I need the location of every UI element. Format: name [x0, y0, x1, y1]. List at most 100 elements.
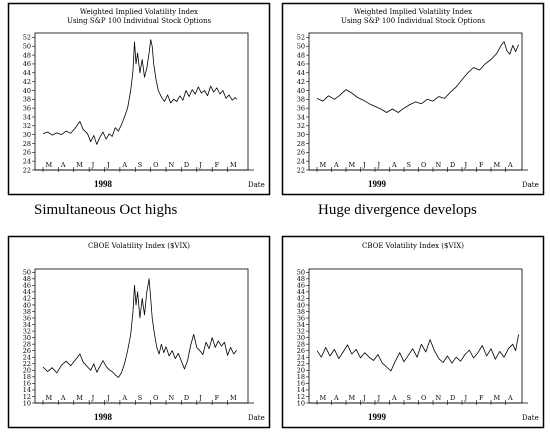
x-tick-label: D [450, 161, 455, 169]
y-tick-label: 22 [297, 360, 305, 368]
y-tick-label: 26 [23, 149, 31, 157]
caption-left: Simultaneous Oct highs [34, 202, 178, 218]
y-tick-label: 48 [23, 275, 31, 283]
y-tick-label: 26 [297, 149, 305, 157]
y-tick-label: 34 [297, 321, 305, 329]
x-tick-label: M [349, 394, 356, 402]
x-tick-label: M [46, 161, 53, 169]
x-tick-label: N [169, 394, 175, 402]
chart-panel-bottom-left: CBOE Volatility Index ($VIX) 10 12 14 16 18 20… [7, 235, 271, 429]
y-tick-label: 50 [297, 43, 305, 51]
x-tick-label: A [121, 161, 127, 169]
y-tick-label: 44 [23, 69, 31, 77]
x-tick-label: A [391, 394, 397, 402]
y-tick-label: 40 [297, 87, 305, 95]
x-tick-label: S [138, 161, 142, 169]
chart-panel-top-right: Weighted Implied Volatility Index Using S… [281, 2, 545, 196]
y-tick-label: 34 [23, 321, 31, 329]
y-tick-label: 40 [297, 301, 305, 309]
x-tick-label: A [507, 394, 513, 402]
chart-panel-bottom-right: CBOE Volatility Index ($VIX) 10 12 14 16 18 20… [281, 235, 545, 429]
y-tick-label: 50 [23, 269, 31, 277]
x-tick-label: F [215, 394, 220, 402]
x-tick-label: M [230, 394, 237, 402]
x-tick-label: N [436, 161, 442, 169]
chart-title: CBOE Volatility Index ($VIX) [88, 242, 190, 250]
y-tick-label: 10 [23, 399, 31, 407]
y-tick-label: 24 [23, 157, 31, 165]
x-tick-label: M [230, 161, 237, 169]
year-label: 1999 [368, 412, 387, 422]
chart-title: Weighted Implied Volatility Index [354, 8, 472, 16]
y-tick-label: 14 [23, 386, 31, 394]
x-tick-label: M [494, 161, 501, 169]
x-tick-label: M [76, 394, 83, 402]
x-tick-label: S [407, 394, 411, 402]
x-tick-label: N [436, 394, 442, 402]
y-tick-label: 18 [297, 373, 305, 381]
chart-svg: CBOE Volatility Index ($VIX) 101214161820… [281, 235, 545, 429]
x-tick-label: O [153, 161, 158, 169]
x-axis-label: Date [248, 181, 265, 189]
x-tick-label: M [494, 394, 501, 402]
y-tick-label: 32 [297, 327, 305, 335]
x-tick-label: J [464, 161, 468, 169]
y-tick-label: 34 [297, 113, 305, 121]
y-tick-label: 38 [297, 96, 305, 104]
x-tick-label: J [377, 394, 381, 402]
series-line [316, 334, 519, 372]
y-tick-label: 16 [297, 380, 305, 388]
y-tick-label: 48 [297, 51, 305, 59]
year-label: 1998 [94, 179, 113, 189]
series-line [42, 278, 238, 378]
y-tick-label: 28 [23, 340, 31, 348]
y-tick-label: 16 [23, 380, 31, 388]
y-tick-label: 36 [297, 314, 305, 322]
chart-frame [7, 235, 271, 429]
y-tick-label: 40 [23, 87, 31, 95]
y-tick-label: 38 [23, 96, 31, 104]
y-tick-label: 36 [23, 314, 31, 322]
x-tick-label: J [91, 161, 95, 169]
y-tick-label: 32 [23, 327, 31, 335]
y-tick-label: 34 [23, 113, 31, 121]
y-tick-label: 26 [297, 347, 305, 355]
y-tick-label: 18 [23, 373, 31, 381]
y-tick-label: 36 [297, 104, 305, 112]
y-tick-label: 42 [23, 78, 31, 86]
y-tick-label: 30 [23, 334, 31, 342]
x-tick-label: S [407, 161, 411, 169]
x-tick-label: A [60, 394, 66, 402]
x-axis-label: Date [522, 414, 539, 422]
x-tick-label: J [198, 161, 202, 169]
y-tick-label: 28 [297, 140, 305, 148]
y-tick-label: 20 [23, 367, 31, 375]
x-tick-label: M [320, 394, 327, 402]
series-line [316, 41, 519, 113]
x-tick-label: A [60, 161, 66, 169]
chart-panel-top-left: Weighted Implied Volatility Index Using S… [7, 2, 271, 196]
x-tick-label: J [106, 161, 110, 169]
y-tick-label: 50 [297, 269, 305, 277]
y-tick-label: 22 [23, 360, 31, 368]
chart-frame [281, 235, 545, 429]
y-tick-label: 26 [23, 347, 31, 355]
y-tick-label: 48 [297, 275, 305, 283]
y-tick-label: 30 [297, 334, 305, 342]
y-tick-label: 38 [297, 308, 305, 316]
y-tick-label: 46 [23, 60, 31, 68]
y-tick-label: 20 [297, 367, 305, 375]
y-tick-label: 30 [297, 131, 305, 139]
y-tick-label: 40 [23, 301, 31, 309]
y-tick-label: 46 [297, 60, 305, 68]
year-label: 1999 [368, 179, 387, 189]
x-tick-label: D [450, 394, 455, 402]
chart-title: Weighted Implied Volatility Index [80, 8, 198, 16]
x-tick-label: J [377, 161, 381, 169]
x-tick-label: J [362, 161, 366, 169]
x-tick-label: J [362, 394, 366, 402]
y-tick-label: 12 [23, 393, 31, 401]
y-tick-label: 12 [297, 393, 305, 401]
x-tick-label: A [333, 394, 339, 402]
